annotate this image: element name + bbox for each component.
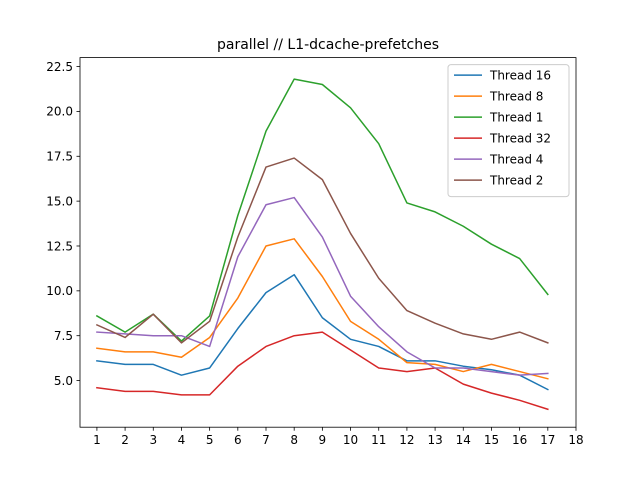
x-tick-label: 16 bbox=[512, 433, 527, 447]
y-tick-label: 7.5 bbox=[54, 329, 73, 343]
y-tick-label: 15.0 bbox=[46, 194, 73, 208]
series-line-thread-4 bbox=[96, 196, 549, 376]
chart-title: parallel // L1-dcache-prefetches bbox=[217, 37, 439, 53]
plot-area bbox=[95, 78, 549, 411]
x-tick-label: 11 bbox=[371, 433, 386, 447]
legend-label: Thread 2 bbox=[489, 173, 543, 187]
legend: Thread 16 Thread 8 Thread 1 Thread 32 Thread… bbox=[447, 64, 570, 198]
y-tick-label: 5.0 bbox=[54, 374, 73, 388]
x-tick-label: 15 bbox=[484, 433, 499, 447]
x-tick-label: 17 bbox=[540, 433, 555, 447]
series-line-thread-2 bbox=[95, 157, 549, 344]
y-tick-label: 17.5 bbox=[46, 150, 73, 164]
y-tick-label: 12.5 bbox=[46, 239, 73, 253]
axes-frame bbox=[79, 57, 577, 428]
legend-label: Thread 1 bbox=[489, 110, 543, 124]
x-tick-label: 9 bbox=[319, 433, 327, 447]
legend-label: Thread 4 bbox=[489, 152, 543, 166]
y-tick-label: 22.5 bbox=[46, 60, 73, 74]
x-tick-label: 3 bbox=[149, 433, 157, 447]
x-tick-label: 18 bbox=[568, 433, 583, 447]
y-axis: 5.0 7.5 10.0 12.5 15.0 17.5 20.0 22.5 bbox=[46, 60, 80, 388]
x-axis: 1 2 3 4 5 6 7 8 9 10 11 12 13 14 15 16 17 18 bbox=[93, 427, 584, 447]
x-tick-label: 5 bbox=[206, 433, 214, 447]
series-line-thread-16 bbox=[96, 273, 549, 391]
y-tick-label: 20.0 bbox=[46, 105, 73, 119]
series-line-thread-8 bbox=[96, 238, 549, 380]
x-tick-label: 10 bbox=[343, 433, 358, 447]
x-tick-label: 13 bbox=[427, 433, 442, 447]
x-tick-label: 1 bbox=[93, 433, 101, 447]
legend-label: Thread 32 bbox=[489, 131, 551, 145]
x-tick-label: 14 bbox=[456, 433, 471, 447]
x-tick-label: 8 bbox=[290, 433, 298, 447]
x-tick-label: 2 bbox=[121, 433, 129, 447]
x-tick-label: 6 bbox=[234, 433, 242, 447]
y-tick-label: 10.0 bbox=[46, 284, 73, 298]
legend-label: Thread 8 bbox=[489, 89, 543, 103]
series-line-thread-32 bbox=[96, 331, 549, 411]
series-line-thread-1 bbox=[95, 78, 549, 342]
x-tick-label: 4 bbox=[178, 433, 186, 447]
x-tick-label: 7 bbox=[262, 433, 270, 447]
x-tick-label: 12 bbox=[399, 433, 414, 447]
legend-box bbox=[447, 64, 570, 198]
legend-label: Thread 16 bbox=[489, 68, 551, 82]
